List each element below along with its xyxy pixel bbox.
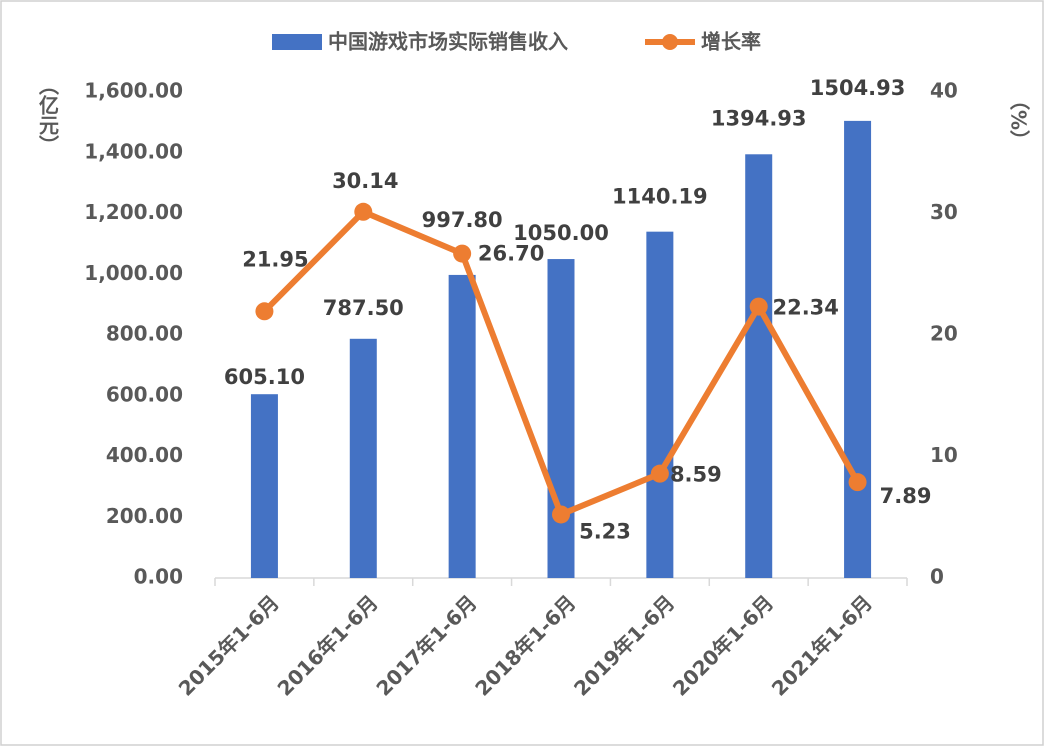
line-point — [453, 244, 472, 263]
y-tick-label: 400.00 — [106, 443, 183, 467]
y-tick-label: 1,200.00 — [84, 200, 183, 224]
line-point — [552, 505, 570, 524]
data-label: 7.89 — [880, 484, 932, 508]
bar — [349, 338, 377, 578]
line-point — [255, 302, 274, 321]
bar — [646, 231, 674, 578]
y-tick-label: 600.00 — [106, 382, 183, 406]
line-point — [848, 473, 867, 492]
y-tick-label: 0.00 — [134, 565, 183, 589]
y-axis-label: （亿元） — [36, 75, 60, 155]
data-label: 1140.19 — [612, 185, 708, 209]
data-label: 1504.93 — [810, 76, 906, 100]
legend-label: 增长率 — [701, 30, 761, 54]
data-label: 21.95 — [242, 247, 308, 271]
y2-tick-label: 0 — [930, 565, 944, 589]
data-label: 605.10 — [224, 365, 305, 389]
y2-tick-label: 30 — [930, 200, 958, 224]
data-label: 8.59 — [670, 463, 722, 487]
y-tick-label: 800.00 — [106, 322, 183, 346]
line-point — [354, 202, 373, 221]
line-point — [749, 297, 768, 316]
data-label: 787.50 — [323, 296, 404, 320]
data-label: 5.23 — [579, 519, 631, 543]
y2-tick-label: 40 — [930, 79, 958, 103]
data-label: 1394.93 — [711, 106, 807, 130]
legend-swatch — [662, 34, 678, 50]
line-point — [650, 464, 669, 483]
legend-label: 中国游戏市场实际销售收入 — [328, 30, 568, 54]
bar — [745, 154, 773, 578]
data-label: 22.34 — [772, 296, 838, 320]
y-tick-label: 200.00 — [106, 504, 183, 528]
bar — [547, 259, 575, 578]
data-label: 1050.00 — [513, 221, 609, 245]
y2-tick-label: 20 — [930, 322, 958, 346]
legend-swatch — [272, 34, 322, 50]
bar — [250, 394, 278, 578]
data-label: 997.80 — [422, 208, 503, 232]
data-label: 30.14 — [332, 169, 398, 193]
data-label: 26.70 — [478, 242, 544, 266]
bar — [448, 274, 476, 578]
y-tick-label: 1,400.00 — [84, 139, 183, 163]
y2-tick-label: 10 — [930, 443, 958, 467]
bar — [844, 120, 872, 579]
y-tick-label: 1,000.00 — [84, 261, 183, 285]
y-tick-label: 1,600.00 — [84, 79, 183, 103]
y2-axis-label: （%） — [1007, 90, 1031, 150]
